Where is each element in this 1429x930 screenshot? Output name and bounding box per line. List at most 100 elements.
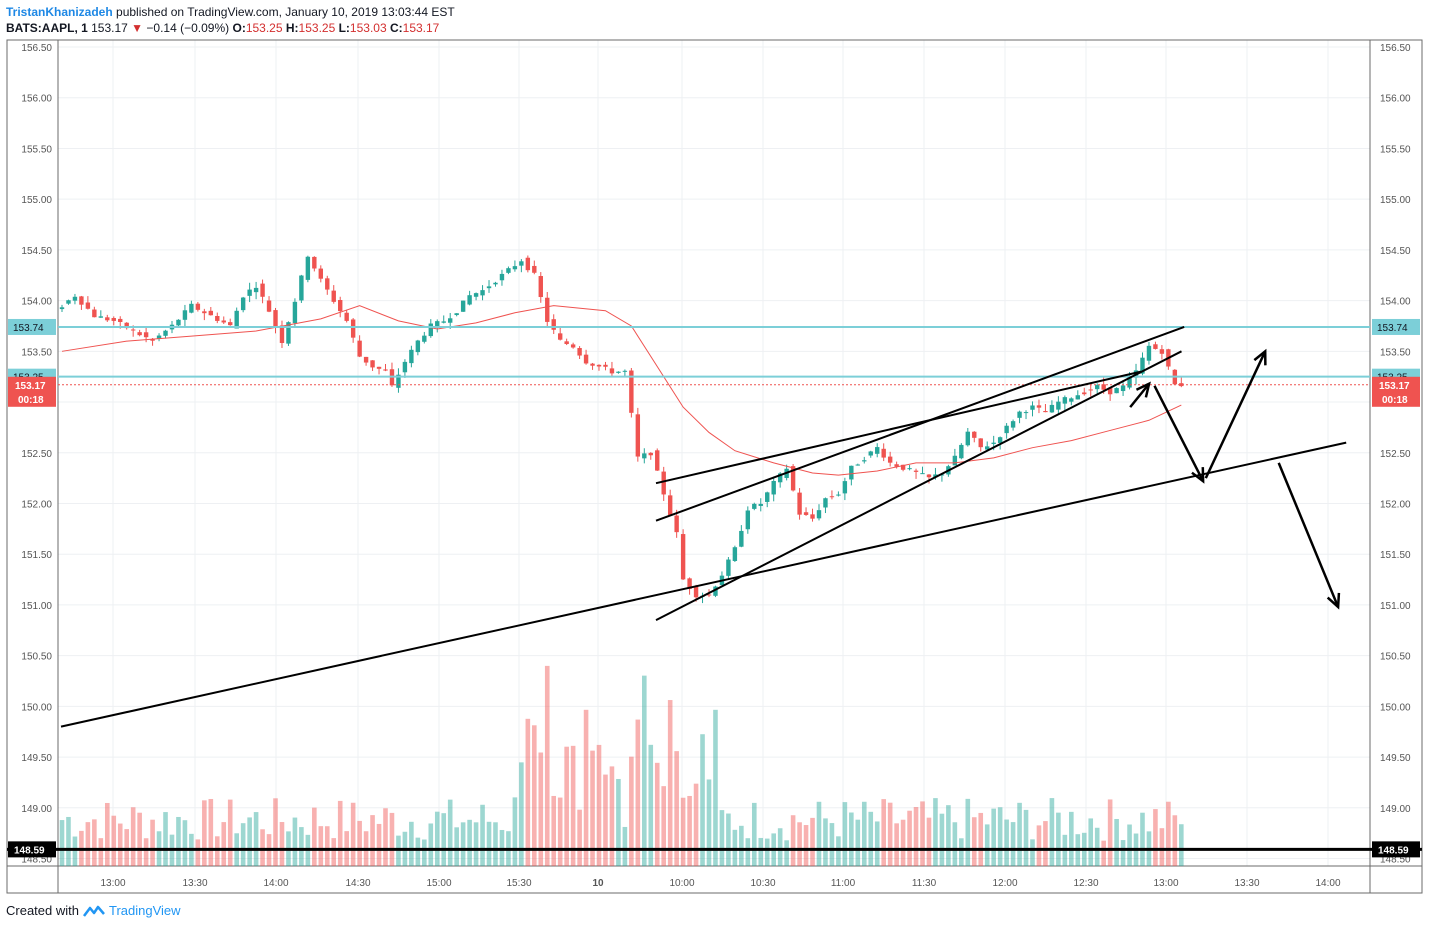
trendline[interactable] — [655, 326, 1185, 522]
candle-body — [842, 481, 848, 494]
candle-body — [370, 360, 375, 368]
volume-bar — [803, 825, 809, 866]
volume-bar — [570, 745, 576, 866]
volume-bar — [227, 799, 233, 866]
candle-body — [752, 503, 757, 509]
candle-body — [1107, 387, 1113, 395]
price-tick-left: 151.00 — [21, 601, 52, 612]
candle-body — [545, 297, 550, 322]
price-tick-right: 151.50 — [1380, 550, 1411, 561]
volume-bar — [900, 819, 906, 866]
volume-bar — [1159, 828, 1165, 866]
volume-bar — [480, 804, 485, 866]
volume-bar — [447, 799, 453, 866]
candle-body — [260, 283, 265, 297]
candle-body — [1069, 398, 1074, 402]
volume-bar — [629, 756, 634, 866]
candle-body — [156, 335, 162, 339]
price-tick-right: 152.00 — [1380, 499, 1411, 510]
time-tick: 14:00 — [263, 878, 288, 889]
volume-bar — [1094, 827, 1100, 866]
price-tick-left: 150.50 — [21, 652, 52, 663]
volume-bar — [635, 719, 641, 866]
time-tick: 10 — [592, 878, 604, 889]
candle-body — [1127, 377, 1132, 388]
candle-body — [428, 323, 433, 337]
time-tick: 15:00 — [426, 878, 451, 889]
volume-bar — [616, 778, 621, 866]
volume-bar — [1069, 811, 1074, 866]
candle-body — [59, 307, 65, 310]
candle-body — [499, 273, 505, 281]
candle-body — [1030, 405, 1035, 410]
candle-body — [305, 256, 311, 280]
candle-body — [564, 341, 569, 345]
candle-body — [435, 321, 440, 328]
last-price-countdown-left: 00:18 — [18, 395, 44, 406]
candle-body — [467, 295, 472, 305]
volume-bar — [952, 822, 958, 866]
time-tick: 12:00 — [992, 878, 1017, 889]
candle-body — [124, 322, 129, 329]
volume-bar — [764, 838, 770, 866]
volume-bar — [544, 665, 550, 866]
volume-bar — [823, 818, 828, 866]
price-tick-right: 152.50 — [1380, 449, 1411, 460]
candle-body — [454, 313, 459, 316]
candle-body — [913, 470, 919, 472]
volume-bar — [1043, 821, 1048, 866]
trendline[interactable] — [655, 370, 1142, 485]
author-link[interactable]: TristanKhanizadeh — [6, 5, 113, 19]
volume-bar — [861, 801, 867, 866]
candle-body — [318, 268, 323, 279]
candle-body — [790, 466, 796, 491]
time-tick: 13:00 — [1153, 878, 1178, 889]
candle-body — [396, 374, 401, 388]
volume-bar — [370, 815, 375, 866]
arrow-annotation[interactable] — [1204, 348, 1267, 479]
candle-body — [228, 322, 233, 326]
candle-body — [596, 364, 602, 367]
tradingview-brand[interactable]: TradingView — [108, 903, 181, 918]
candle-body — [415, 340, 421, 353]
volume-bar — [829, 823, 835, 866]
trendline[interactable] — [655, 350, 1182, 622]
volume-bar — [706, 779, 712, 866]
time-tick: 14:30 — [345, 878, 370, 889]
volume-bar — [525, 718, 531, 866]
volume-bar — [603, 774, 608, 866]
symbol-label[interactable]: BATS:AAPL, 1 — [6, 21, 88, 35]
candle-body — [137, 332, 142, 336]
price-tick-right: 149.50 — [1380, 753, 1411, 764]
candle-body — [713, 586, 718, 596]
candle-body — [234, 310, 239, 329]
price-tick-left: 156.00 — [21, 94, 52, 105]
volume-bar — [467, 819, 472, 866]
volume-bar — [273, 798, 278, 866]
candle-body — [253, 287, 259, 293]
trendline[interactable] — [60, 441, 1347, 728]
candle-body — [687, 578, 692, 589]
candle-body — [493, 282, 498, 285]
candle-body — [460, 300, 466, 312]
last-price-label-left-box — [8, 376, 56, 407]
arrow-annotation[interactable] — [1153, 385, 1205, 484]
arrow-annotation[interactable] — [1129, 381, 1151, 408]
arrow-annotation[interactable] — [1277, 462, 1341, 610]
candle-body — [480, 290, 485, 296]
volume-bar — [777, 828, 783, 866]
volume-bar — [1127, 824, 1132, 866]
price-tick-right: 151.00 — [1380, 601, 1411, 612]
volume-bar — [240, 823, 246, 866]
volume-bar — [913, 807, 919, 866]
volume-bar — [519, 762, 524, 866]
time-tick: 11:30 — [912, 878, 937, 889]
volume-bar — [797, 822, 802, 866]
close-value: 153.17 — [402, 21, 440, 35]
candle-body — [959, 444, 964, 459]
candle-body — [273, 310, 278, 327]
price-tick-left: 155.00 — [21, 195, 52, 206]
candle-body — [900, 464, 906, 470]
volume-bar — [312, 807, 317, 866]
